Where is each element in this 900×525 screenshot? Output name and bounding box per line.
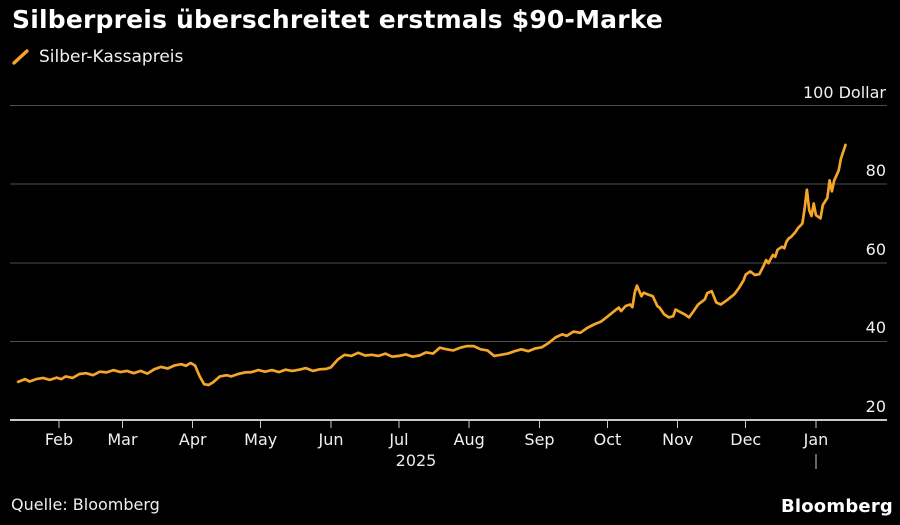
- y-tick-label: 20: [865, 397, 886, 416]
- y-tick-label: 60: [865, 239, 886, 259]
- chart-title: Silberpreis überschreitet erstmals $90-M…: [12, 5, 664, 34]
- bloomberg-logo: Bloomberg: [780, 496, 893, 517]
- x-tick-label: Jan: [803, 430, 829, 449]
- legend-label: Silber-Kassapreis: [39, 47, 184, 67]
- legend: Silber-Kassapreis: [12, 47, 183, 67]
- x-tick-label: Jun: [318, 430, 344, 449]
- x-tick-label: Feb: [44, 430, 74, 449]
- y-tick-label: 40: [865, 318, 886, 338]
- y-tick-label: 100 Dollar: [802, 82, 886, 102]
- x-tick-label: Aug: [453, 430, 485, 449]
- x-tick-label: Dec: [730, 430, 762, 449]
- legend-line-marker: [12, 49, 29, 65]
- x-tick-label: Jul: [389, 430, 409, 449]
- x-tick-label: Mar: [107, 430, 138, 449]
- x-tick-label: Apr: [178, 430, 207, 449]
- x-tick-label: May: [244, 430, 278, 449]
- x-axis-year-label: 2025: [395, 451, 437, 470]
- x-tick-label: Oct: [593, 430, 622, 449]
- source-label: Quelle: Bloomberg: [11, 495, 160, 514]
- y-tick-label: 80: [865, 161, 886, 181]
- silver-price-line: [16, 143, 847, 387]
- x-tick-label: Sep: [524, 430, 555, 449]
- x-tick-label: Nov: [662, 430, 694, 449]
